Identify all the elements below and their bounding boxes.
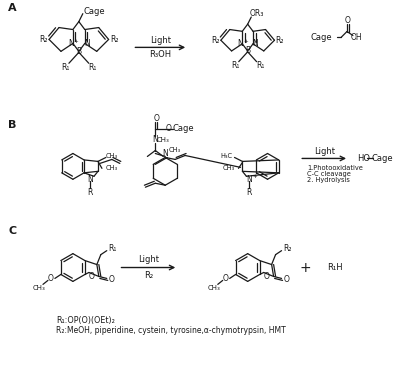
- Text: R: R: [87, 188, 93, 197]
- Text: N: N: [252, 39, 258, 48]
- Text: R₂: R₂: [211, 36, 220, 45]
- Text: N: N: [238, 39, 243, 48]
- Text: CH₃: CH₃: [208, 285, 220, 291]
- Text: R₁: R₁: [88, 63, 97, 72]
- Text: +: +: [243, 39, 248, 44]
- Text: R₁: R₁: [256, 61, 264, 70]
- Text: Light: Light: [150, 36, 171, 45]
- Text: 1.Photooxidative: 1.Photooxidative: [307, 165, 363, 171]
- Text: R₂: R₂: [283, 244, 292, 253]
- Text: O: O: [264, 272, 270, 281]
- Text: O: O: [153, 114, 159, 123]
- Text: R₂: R₂: [110, 35, 119, 44]
- Text: Cage: Cage: [172, 124, 194, 133]
- Text: N: N: [162, 149, 168, 158]
- Text: Light: Light: [314, 147, 335, 156]
- Text: CH₃: CH₃: [106, 165, 118, 171]
- Text: N: N: [84, 39, 90, 48]
- Text: CH₃: CH₃: [222, 165, 235, 171]
- Text: R: R: [247, 188, 252, 197]
- Text: CH₃: CH₃: [169, 147, 181, 153]
- Text: +: +: [74, 39, 78, 44]
- Text: 2. Hydrolysis: 2. Hydrolysis: [307, 177, 350, 183]
- Text: O: O: [89, 272, 95, 281]
- Text: R₁: R₁: [61, 63, 69, 72]
- Text: R₃OH: R₃OH: [149, 50, 171, 59]
- Text: N: N: [246, 175, 252, 184]
- Text: R₁: R₁: [231, 61, 239, 70]
- Text: A: A: [8, 3, 17, 13]
- Text: O: O: [109, 275, 115, 284]
- Text: R₂:MeOH, piperidine, cystein, tyrosine,α-chymotrypsin, HMT: R₂:MeOH, piperidine, cystein, tyrosine,α…: [56, 326, 286, 335]
- Text: O: O: [284, 275, 290, 284]
- Text: CH₃: CH₃: [157, 136, 170, 143]
- Text: O: O: [345, 16, 351, 25]
- Text: CH₃: CH₃: [33, 285, 45, 291]
- Text: B: B: [76, 47, 82, 56]
- Text: O: O: [165, 124, 171, 133]
- Text: O: O: [223, 274, 229, 283]
- Text: C: C: [8, 226, 16, 236]
- Text: HO: HO: [357, 154, 370, 163]
- Text: B: B: [8, 120, 17, 130]
- Text: OH: OH: [351, 33, 363, 42]
- Text: +: +: [300, 261, 311, 274]
- Text: +: +: [252, 174, 257, 179]
- Text: R₂: R₂: [276, 36, 284, 45]
- Text: Light: Light: [138, 255, 159, 264]
- Text: R₁: R₁: [108, 244, 117, 253]
- Text: CH₃: CH₃: [106, 153, 118, 159]
- Text: N: N: [87, 175, 93, 184]
- Text: R₁H: R₁H: [327, 263, 343, 272]
- Text: R₁:OP(O)(OEt)₂: R₁:OP(O)(OEt)₂: [56, 315, 115, 324]
- Text: OR₃: OR₃: [250, 9, 264, 18]
- Text: Cage: Cage: [310, 33, 332, 42]
- Text: Cage: Cage: [84, 7, 106, 16]
- Text: R₂: R₂: [144, 271, 153, 280]
- Text: R₂: R₂: [39, 35, 47, 44]
- Text: H₃C: H₃C: [220, 153, 233, 159]
- Text: C-C cleavage: C-C cleavage: [307, 171, 351, 177]
- Text: O: O: [48, 274, 54, 283]
- Text: N: N: [68, 39, 74, 48]
- Text: N: N: [152, 135, 158, 144]
- Text: B: B: [245, 47, 250, 55]
- Text: Cage: Cage: [372, 154, 394, 163]
